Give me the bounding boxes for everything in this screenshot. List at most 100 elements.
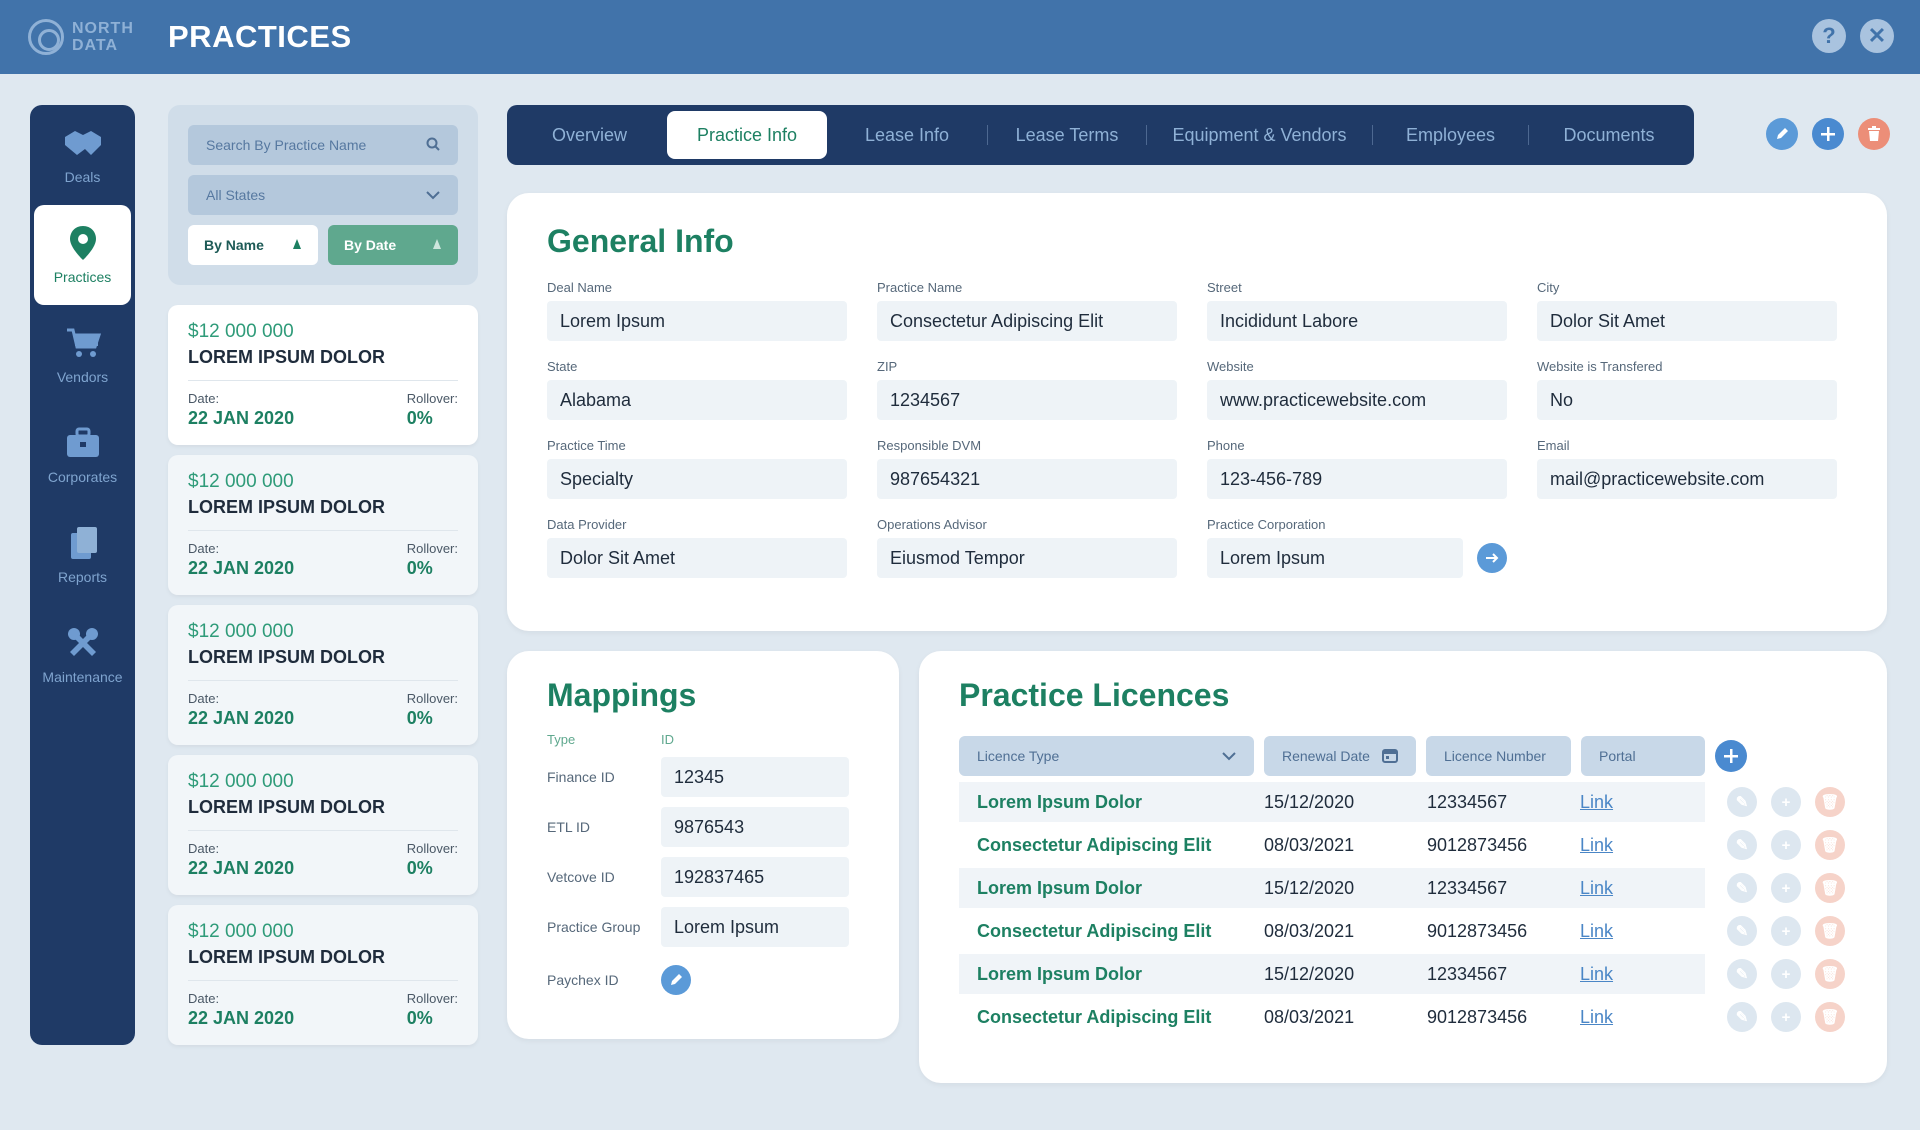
mapping-id-field[interactable]: 192837465 (661, 857, 849, 897)
renewal-date-filter[interactable]: Renewal Date (1264, 736, 1416, 776)
deal-card[interactable]: $12 000 000 LOREM IPSUM DOLOR Date: 22 JA… (168, 755, 478, 895)
row-action-group: ✎ + 🗑 (1727, 787, 1845, 817)
data-provider-field[interactable]: Dolor Sit Amet (547, 538, 847, 578)
nav-item-maintenance[interactable]: Maintenance (30, 605, 135, 705)
state-field[interactable]: Alabama (547, 380, 847, 420)
add-row-button[interactable]: + (1771, 787, 1801, 817)
table-row: Consectetur Adipiscing Elit 08/03/2021 9… (959, 825, 1705, 865)
deal-rollover: 0% (406, 858, 433, 878)
nav-item-deals[interactable]: Deals (30, 105, 135, 205)
phone-field[interactable]: 123-456-789 (1207, 459, 1507, 499)
edit-paychex-button[interactable] (661, 965, 691, 995)
deal-date-label: Date: (188, 541, 220, 556)
edit-row-button[interactable]: ✎ (1727, 959, 1757, 989)
edit-row-button[interactable]: ✎ (1727, 787, 1757, 817)
general-info-title: General Info (547, 223, 734, 259)
pencil-icon (1777, 128, 1788, 139)
portal-link[interactable]: Link (1580, 963, 1614, 984)
tab-lease-terms[interactable]: Lease Terms (1015, 124, 1119, 145)
licence-number-cell: 12334567 (1427, 963, 1508, 984)
table-row: Lorem Ipsum Dolor 15/12/2020 12334567 Li… (959, 868, 1705, 908)
mapping-id-field[interactable]: 12345 (661, 757, 849, 797)
licence-number-header[interactable]: Licence Number (1426, 736, 1571, 776)
website-field[interactable]: www.practicewebsite.com (1207, 380, 1507, 420)
deal-name: LOREM IPSUM DOLOR (188, 497, 458, 531)
delete-row-button[interactable]: 🗑 (1815, 830, 1845, 860)
help-icon[interactable]: ? (1812, 19, 1846, 53)
edit-row-button[interactable]: ✎ (1727, 1002, 1757, 1032)
mapping-id-field[interactable]: 9876543 (661, 807, 849, 847)
mapping-id-field[interactable]: Lorem Ipsum (661, 907, 849, 947)
top-bar: NORTH DATA PRACTICES ? ✕ (0, 0, 1920, 74)
portal-link[interactable]: Link (1580, 791, 1614, 812)
renewal-date-cell: 08/03/2021 (1264, 1006, 1355, 1027)
tab-divider (1372, 125, 1373, 145)
portal-link[interactable]: Link (1580, 834, 1614, 855)
delete-row-button[interactable]: 🗑 (1815, 916, 1845, 946)
practice-name-field[interactable]: Consectetur Adipiscing Elit (877, 301, 1177, 341)
deal-card[interactable]: $12 000 000 LOREM IPSUM DOLOR Date: 22 JA… (168, 305, 478, 445)
tab-lease-info[interactable]: Lease Info (864, 124, 950, 145)
sort-by-name-button[interactable]: By Name (188, 225, 318, 265)
row-action-group: ✎ + 🗑 (1727, 873, 1845, 903)
licences-panel: Practice Licences Licence Type Renewal D… (919, 651, 1887, 1083)
city-label: City (1537, 280, 1560, 295)
deal-name: LOREM IPSUM DOLOR (188, 647, 458, 681)
zip-field[interactable]: 1234567 (877, 380, 1177, 420)
add-row-button[interactable]: + (1771, 873, 1801, 903)
add-row-button[interactable]: + (1771, 916, 1801, 946)
pencil-icon (671, 974, 682, 985)
delete-row-button[interactable]: 🗑 (1815, 1002, 1845, 1032)
tab-documents[interactable]: Documents (1563, 124, 1655, 145)
delete-row-button[interactable]: 🗑 (1815, 959, 1845, 989)
tab-practice-info[interactable]: Practice Info (667, 111, 827, 159)
handshake-icon (63, 125, 103, 161)
city-field[interactable]: Dolor Sit Amet (1537, 301, 1837, 341)
add-row-button[interactable]: + (1771, 959, 1801, 989)
portal-link[interactable]: Link (1580, 1006, 1614, 1027)
deal-card[interactable]: $12 000 000 LOREM IPSUM DOLOR Date: 22 JA… (168, 455, 478, 595)
responsible-dvm-field[interactable]: 987654321 (877, 459, 1177, 499)
practice-time-field[interactable]: Specialty (547, 459, 847, 499)
tab-overview[interactable]: Overview (551, 124, 627, 145)
deal-card[interactable]: $12 000 000 LOREM IPSUM DOLOR Date: 22 JA… (168, 605, 478, 745)
renewal-date-cell: 15/12/2020 (1264, 791, 1355, 812)
deal-date-label: Date: (188, 391, 220, 406)
close-icon[interactable]: ✕ (1860, 19, 1894, 53)
nav-item-vendors[interactable]: Vendors (30, 305, 135, 405)
search-input[interactable]: Search By Practice Name (188, 125, 458, 165)
mapping-type: Paychex ID (547, 972, 619, 988)
edit-row-button[interactable]: ✎ (1727, 873, 1757, 903)
street-field[interactable]: Incididunt Labore (1207, 301, 1507, 341)
email-field[interactable]: mail@practicewebsite.com (1537, 459, 1837, 499)
deal-card[interactable]: $12 000 000 LOREM IPSUM DOLOR Date: 22 JA… (168, 905, 478, 1045)
plus-icon (1821, 127, 1835, 141)
add-licence-button[interactable] (1715, 740, 1747, 772)
website-transfered-field[interactable]: No (1537, 380, 1837, 420)
nav-item-reports[interactable]: Reports (30, 505, 135, 605)
add-row-button[interactable]: + (1771, 1002, 1801, 1032)
portal-link[interactable]: Link (1580, 877, 1614, 898)
add-row-button[interactable]: + (1771, 830, 1801, 860)
add-button[interactable] (1812, 118, 1844, 150)
tab-equipment-vendors[interactable]: Equipment & Vendors (1172, 124, 1347, 145)
nav-item-corporates[interactable]: Corporates (30, 405, 135, 505)
portal-header[interactable]: Portal (1581, 736, 1705, 776)
delete-button[interactable] (1858, 118, 1890, 150)
deal-name-field[interactable]: Lorem Ipsum (547, 301, 847, 341)
sort-by-date-button[interactable]: By Date (328, 225, 458, 265)
operations-advisor-field[interactable]: Eiusmod Tempor (877, 538, 1177, 578)
go-to-corporation-button[interactable] (1477, 543, 1507, 573)
edit-row-button[interactable]: ✎ (1727, 916, 1757, 946)
tab-employees[interactable]: Employees (1405, 124, 1496, 145)
state-select[interactable]: All States (188, 175, 458, 215)
edit-row-button[interactable]: ✎ (1727, 830, 1757, 860)
sort-arrow-icon (292, 237, 302, 253)
delete-row-button[interactable]: 🗑 (1815, 787, 1845, 817)
portal-link[interactable]: Link (1580, 920, 1614, 941)
edit-button[interactable] (1766, 118, 1798, 150)
practice-corporation-field[interactable]: Lorem Ipsum (1207, 538, 1464, 578)
delete-row-button[interactable]: 🗑 (1815, 873, 1845, 903)
nav-item-practices[interactable]: Practices (34, 205, 131, 305)
licence-type-filter[interactable]: Licence Type (959, 736, 1254, 776)
